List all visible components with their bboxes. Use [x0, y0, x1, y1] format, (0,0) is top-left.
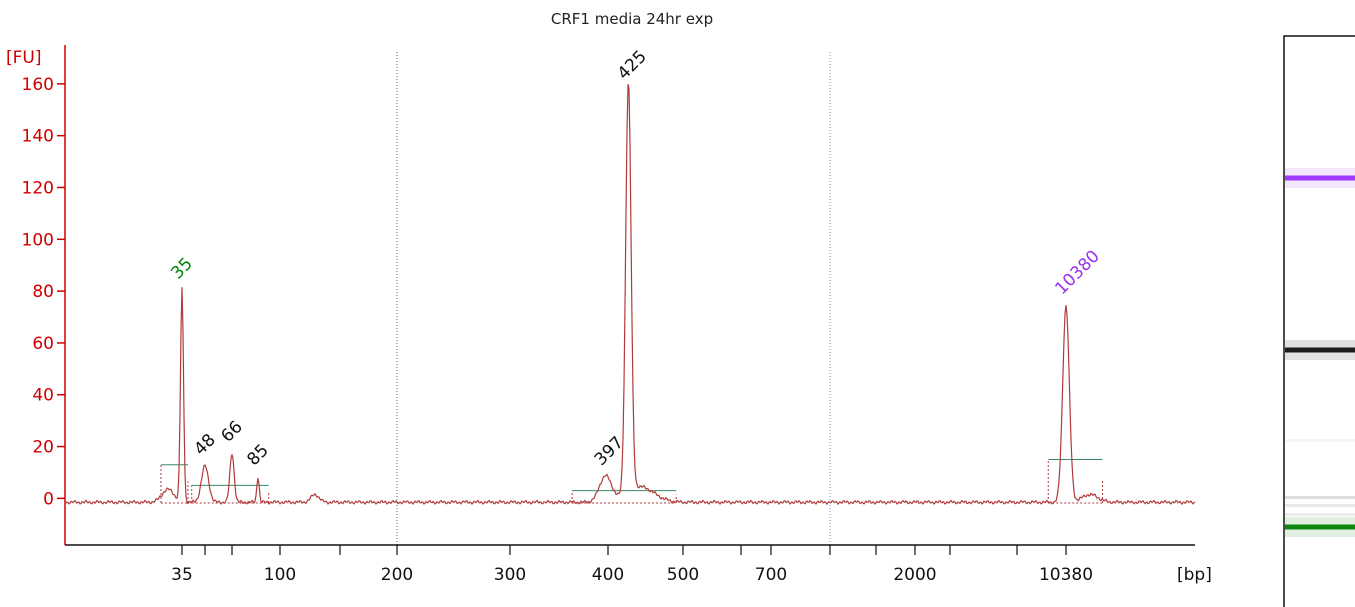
x-tick-label: 700 [755, 565, 787, 585]
x-tick-label: 400 [592, 565, 624, 585]
gel-band-faint [1285, 504, 1355, 507]
y-tick-label: 40 [32, 386, 54, 406]
gel-band-faint [1285, 439, 1355, 442]
y-axis-unit-label: [FU] [6, 48, 42, 68]
peak-label: 85 [243, 440, 272, 469]
y-tick-label: 140 [22, 127, 54, 147]
peak-label: 66 [217, 417, 246, 446]
fluorescence-trace [65, 84, 1196, 506]
peak-label: 425 [614, 47, 651, 84]
y-tick-label: 0 [43, 489, 54, 509]
y-tick-label: 120 [22, 178, 54, 198]
gel-band [1285, 175, 1355, 181]
y-tick-label: 160 [22, 75, 54, 95]
gel-band [1285, 524, 1355, 530]
y-axis-ticks: 0 20 40 60 80 100 120 140 160 [22, 75, 65, 509]
peak-label: 48 [190, 430, 219, 459]
chart-axes [64, 45, 1195, 546]
x-axis-unit-label: [bp] [1177, 565, 1212, 585]
gel-lane-background [1283, 35, 1355, 607]
x-tick-label: 10380 [1039, 565, 1093, 585]
dotted-reference-lines [396, 52, 831, 545]
peak-label: 10380 [1051, 247, 1103, 299]
peak-label: 35 [167, 254, 196, 283]
gel-band-faint [1285, 496, 1355, 499]
chart-title: CRF1 media 24hr exp [551, 10, 713, 28]
x-tick-label: 300 [494, 565, 526, 585]
x-tick-label: 500 [667, 565, 699, 585]
gel-band-faint [1285, 513, 1355, 516]
x-tick-label: 2000 [893, 565, 936, 585]
x-tick-label: 35 [171, 565, 193, 585]
x-tick-label: 100 [264, 565, 296, 585]
gel-band [1285, 347, 1355, 353]
peak-integration-marks [160, 459, 1104, 504]
y-tick-label: 100 [22, 230, 54, 250]
y-tick-label: 80 [32, 282, 54, 302]
gel-lane-image [1283, 35, 1355, 607]
y-tick-label: 60 [32, 334, 54, 354]
gel-bands [1285, 168, 1355, 537]
x-axis-ticks: 35 100 200 300 400 500 700 2000 10380 [171, 545, 1093, 585]
x-tick-label: 200 [381, 565, 413, 585]
y-tick-label: 20 [32, 438, 54, 458]
